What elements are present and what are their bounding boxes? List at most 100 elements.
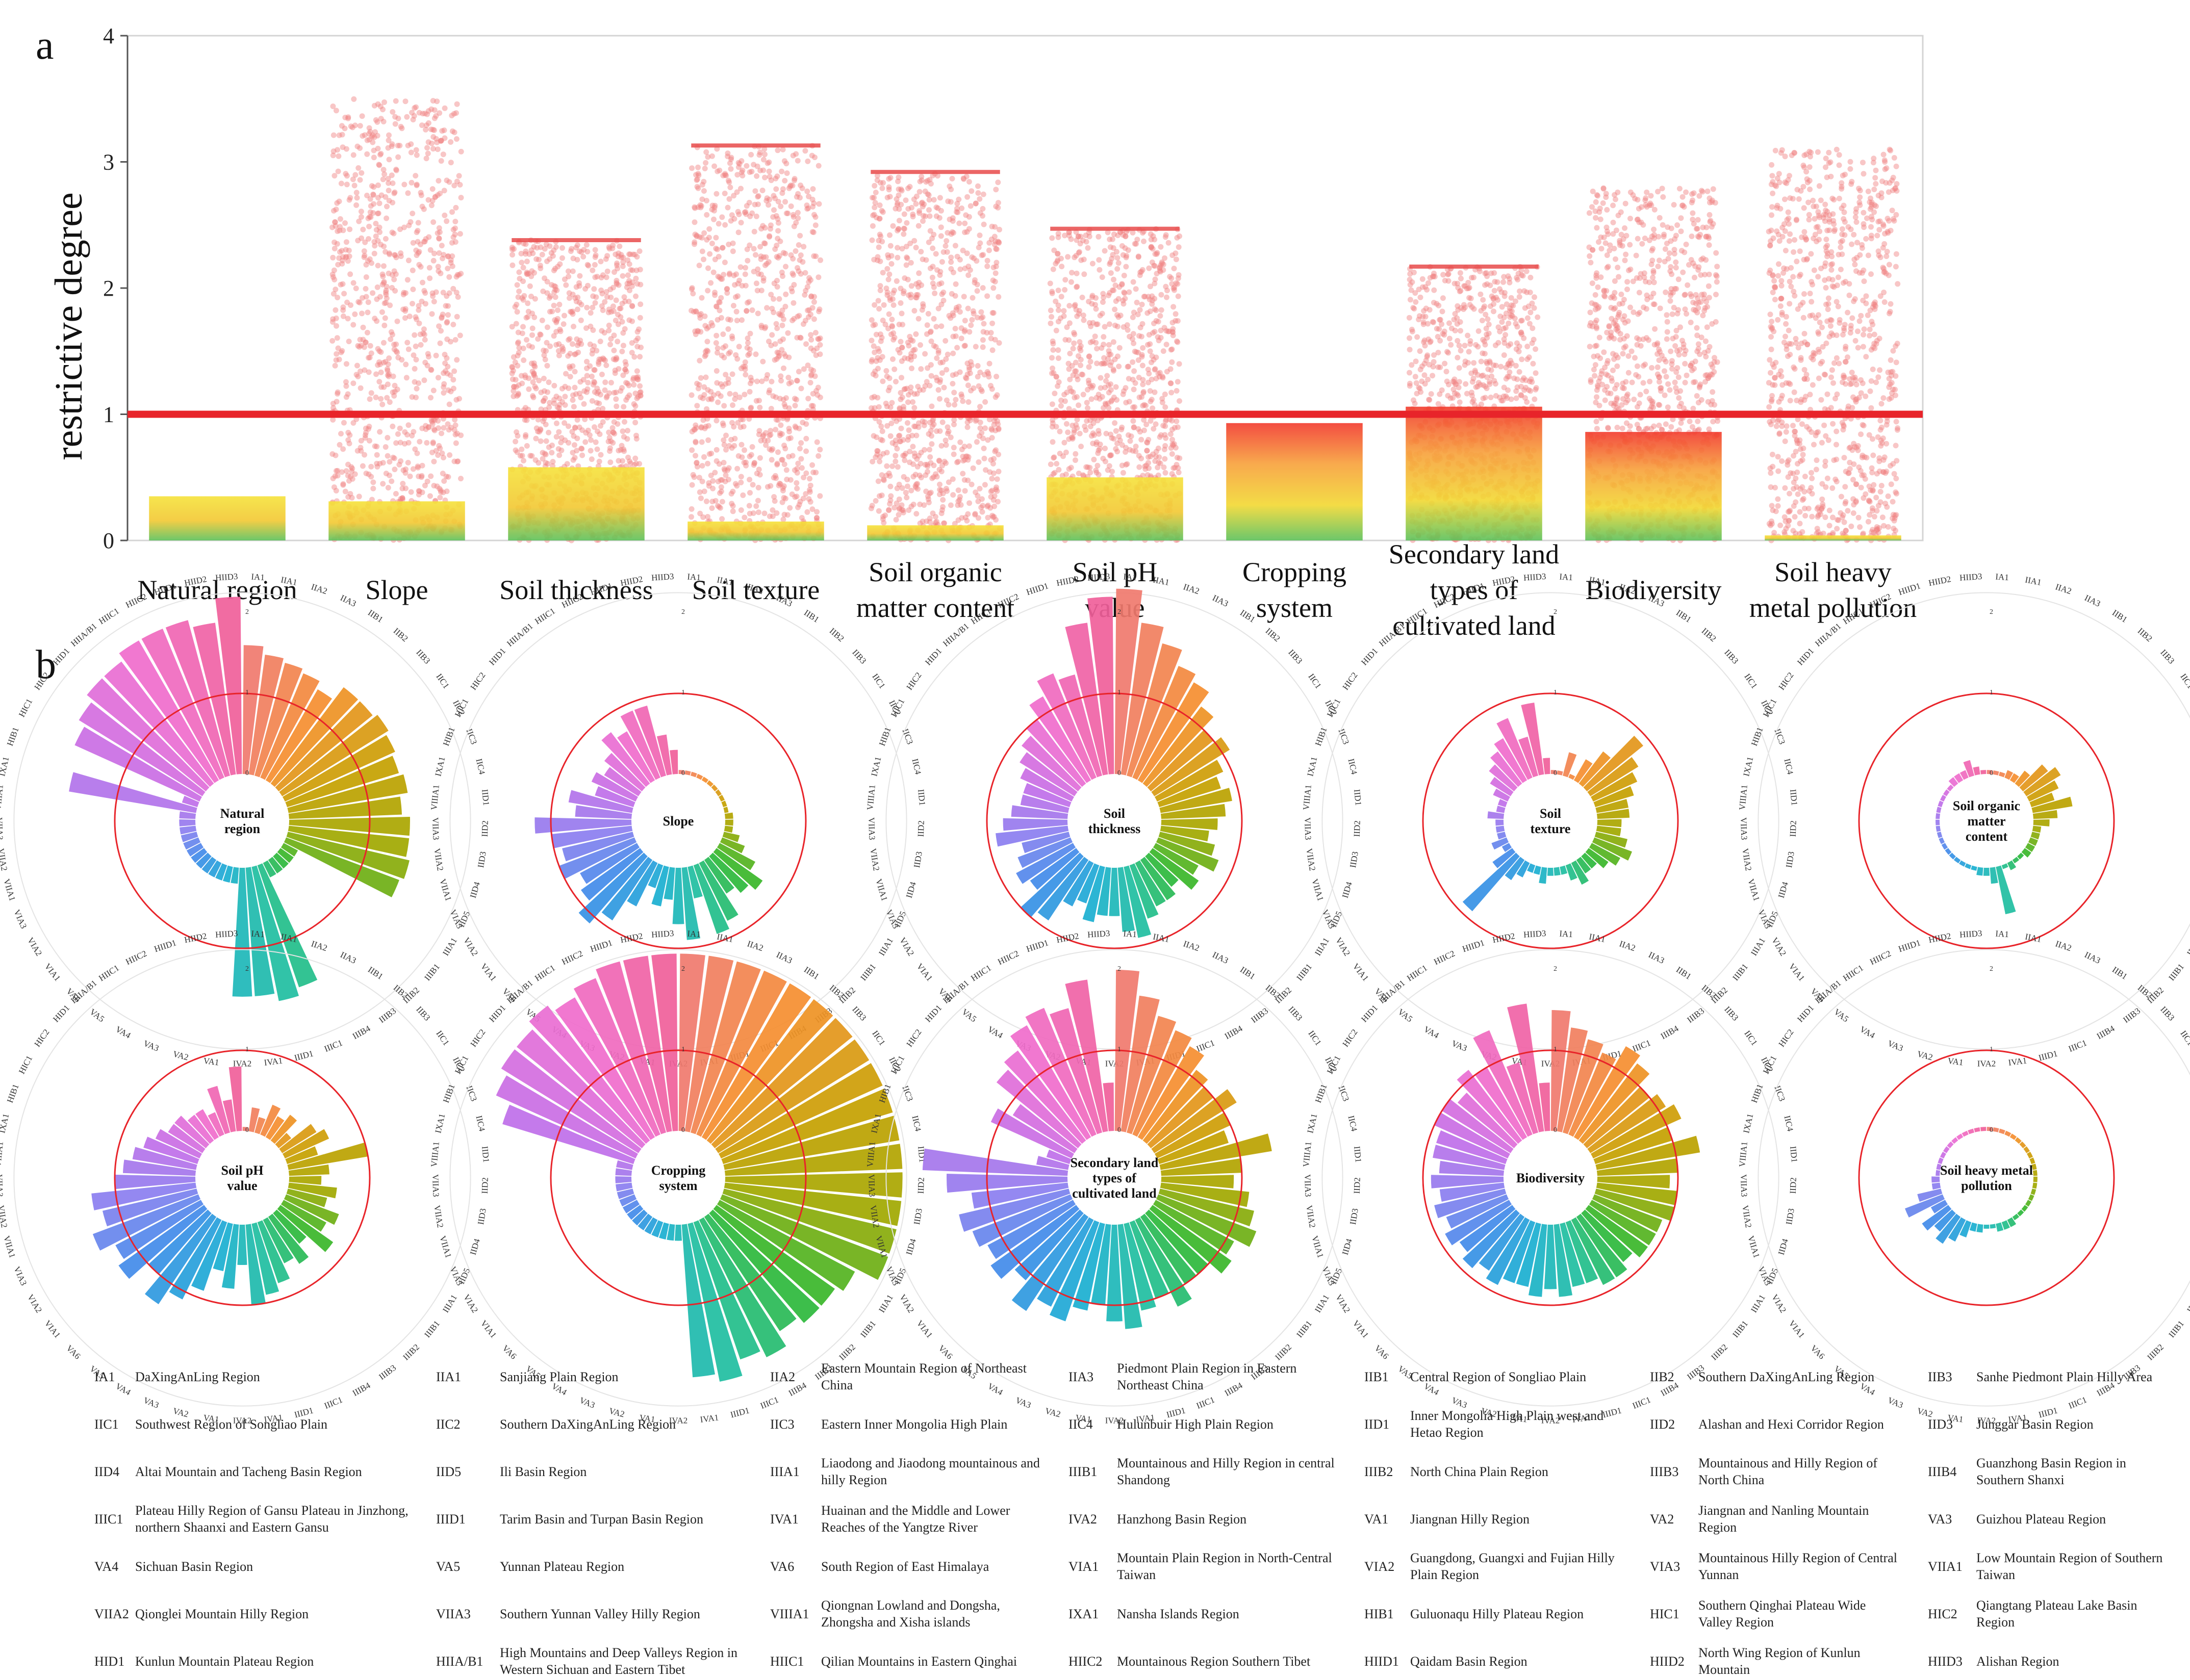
scatter-point bbox=[1097, 313, 1103, 319]
scatter-point bbox=[925, 365, 931, 371]
scatter-point bbox=[689, 506, 695, 512]
scatter-point bbox=[788, 182, 794, 188]
scatter-point bbox=[614, 403, 620, 409]
scatter-point bbox=[708, 450, 715, 456]
scatter-point bbox=[697, 357, 703, 364]
scatter-point bbox=[352, 311, 358, 317]
scatter-point bbox=[1077, 339, 1083, 345]
scatter-point bbox=[1141, 417, 1147, 423]
scatter-point bbox=[422, 290, 428, 296]
scatter-point bbox=[331, 267, 337, 273]
scatter-point bbox=[694, 403, 700, 409]
scatter-point bbox=[779, 307, 785, 314]
scatter-point bbox=[444, 177, 450, 184]
scatter-point bbox=[990, 265, 997, 270]
scatter-point bbox=[1409, 362, 1415, 368]
scatter-point bbox=[775, 449, 781, 455]
scatter-point bbox=[893, 458, 899, 464]
scatter-point bbox=[353, 286, 359, 292]
scatter-point bbox=[948, 502, 954, 508]
scatter-point bbox=[571, 442, 577, 448]
scatter-point bbox=[332, 363, 338, 369]
scatter-point bbox=[562, 402, 568, 408]
scatter-point bbox=[511, 388, 517, 394]
scatter-point bbox=[332, 219, 338, 225]
scatter-point bbox=[773, 186, 779, 192]
scatter-point bbox=[884, 373, 890, 379]
scatter-point bbox=[989, 320, 996, 326]
scatter-point bbox=[356, 300, 363, 305]
scatter-point bbox=[338, 281, 344, 288]
scatter-point bbox=[330, 274, 336, 280]
scatter-point bbox=[348, 123, 354, 130]
scatter-point bbox=[1158, 244, 1164, 250]
scatter-point bbox=[515, 353, 521, 358]
scatter-point bbox=[895, 227, 901, 234]
scatter-point bbox=[367, 128, 373, 135]
scatter-point bbox=[376, 348, 383, 354]
scatter-point bbox=[373, 221, 379, 226]
scatter-point bbox=[794, 378, 800, 384]
scatter-point bbox=[720, 245, 725, 251]
scatter-point bbox=[887, 497, 894, 503]
scatter-point bbox=[1076, 250, 1082, 256]
scatter-point bbox=[553, 434, 559, 440]
scatter-point bbox=[391, 190, 397, 196]
scatter-point bbox=[523, 241, 529, 247]
scatter-point bbox=[959, 205, 965, 211]
scatter-point bbox=[345, 114, 351, 120]
scatter-point bbox=[426, 265, 432, 271]
scatter-point bbox=[793, 248, 799, 254]
scatter-point bbox=[701, 488, 707, 495]
scatter-point bbox=[447, 452, 453, 458]
scatter-point bbox=[417, 331, 423, 338]
scatter-point bbox=[366, 223, 372, 229]
scatter-point bbox=[350, 420, 356, 426]
scatter-point bbox=[1107, 260, 1113, 265]
scatter-point bbox=[345, 430, 351, 435]
scatter-point bbox=[1417, 367, 1423, 373]
scatter-point bbox=[355, 238, 361, 244]
scatter-point bbox=[429, 198, 436, 204]
scatter-point bbox=[777, 396, 783, 402]
scatter-point bbox=[404, 114, 410, 120]
scatter-point bbox=[593, 439, 599, 445]
scatter-point bbox=[421, 331, 427, 338]
scatter-point bbox=[605, 438, 612, 445]
scatter-point bbox=[1483, 325, 1489, 331]
scatter-point bbox=[426, 424, 432, 430]
scatter-point bbox=[1087, 470, 1093, 476]
scatter-point bbox=[899, 345, 905, 351]
scatter-point bbox=[817, 447, 823, 453]
scatter-point bbox=[637, 267, 643, 273]
scatter-point bbox=[387, 472, 392, 478]
scatter-point bbox=[358, 368, 363, 374]
scatter-point bbox=[409, 432, 415, 438]
scatter-point bbox=[372, 243, 378, 249]
scatter-point bbox=[933, 324, 939, 330]
scatter-point bbox=[725, 316, 731, 322]
scatter-point bbox=[445, 303, 451, 309]
scatter-point bbox=[366, 131, 372, 137]
scatter-point bbox=[1073, 359, 1079, 366]
scatter-point bbox=[1116, 345, 1123, 351]
scatter-point bbox=[1169, 346, 1175, 352]
scatter-point bbox=[453, 290, 460, 296]
scatter-point bbox=[1454, 391, 1460, 397]
scatter-point bbox=[808, 332, 814, 338]
scatter-point bbox=[918, 249, 924, 255]
scatter-point bbox=[784, 476, 790, 482]
scatter-point bbox=[364, 329, 370, 335]
scatter-point bbox=[715, 273, 721, 279]
scatter-point bbox=[890, 356, 896, 362]
scatter-point bbox=[383, 358, 389, 365]
scatter-point bbox=[409, 110, 415, 116]
scatter-point bbox=[565, 353, 571, 359]
scatter-point bbox=[969, 317, 975, 323]
scatter-point bbox=[372, 129, 378, 135]
scatter-point bbox=[381, 280, 387, 286]
scatter-point bbox=[699, 439, 705, 445]
scatter-point bbox=[1116, 284, 1123, 290]
scatter-point bbox=[598, 287, 604, 293]
scatter-point bbox=[436, 250, 442, 256]
